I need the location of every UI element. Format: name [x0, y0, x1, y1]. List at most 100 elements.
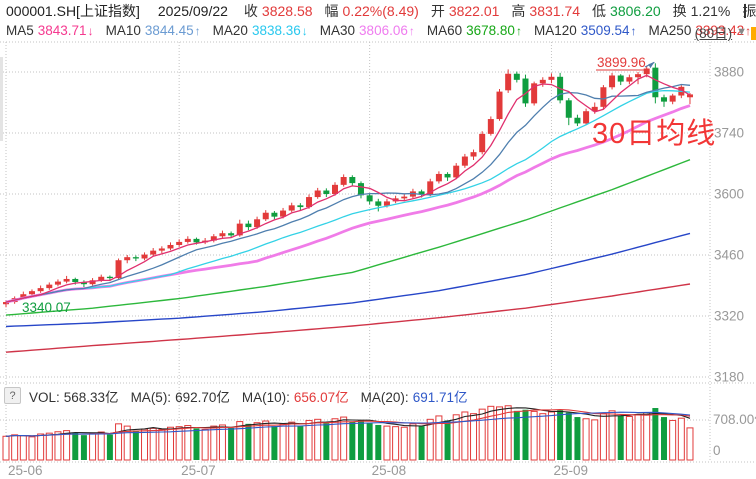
chevron-down-icon[interactable]: ▼: [736, 26, 747, 38]
vol-legend-item-value: 568.33亿: [63, 389, 119, 405]
ma-legend-item-label: MA250: [648, 22, 692, 38]
chart-annotations: 3340.07 3899.96: [22, 55, 655, 315]
ma-legend-item-label: MA20: [212, 22, 248, 38]
vol-legend-item-value: 691.71亿: [412, 389, 468, 405]
ma-legend-item-arrow-icon: ↑: [194, 23, 201, 38]
ma-legend-item-arrow-icon: ↓: [301, 23, 308, 38]
vol-legend-item: MA(10): 656.07亿: [242, 390, 349, 405]
quote-field-value: 3806.20: [610, 2, 661, 19]
period-selector[interactable]: (80日) ▼: [695, 22, 747, 42]
period-label[interactable]: (80日): [694, 26, 733, 41]
vol-legend-item: VOL: 568.33亿: [29, 390, 119, 405]
quote-field-value: 3828.58: [261, 2, 313, 19]
ma-legend: MA5 3843.71↓ MA10 3844.45↑ MA20 3838.36↓ MA30 3…: [6, 21, 756, 39]
svg-text:3600: 3600: [714, 187, 744, 202]
ma-legend-item-arrow-icon: ↑: [515, 23, 522, 38]
quote-field-value: 0.22%(8.49): [342, 2, 419, 19]
ma30-annotation: 30日均线: [592, 118, 717, 150]
ma-legend-item: MA250 3393.42↑: [649, 23, 752, 38]
svg-text:25-08: 25-08: [372, 463, 407, 478]
quote-field-label: 换: [672, 2, 687, 19]
peak-price-label: 3899.96: [597, 55, 646, 70]
svg-text:25-09: 25-09: [553, 463, 588, 478]
svg-text:708.00亿: 708.00亿: [713, 412, 756, 427]
ma-legend-item-label: MA5: [6, 22, 34, 38]
quote-field: 幅 0.22%(8.49): [325, 3, 419, 19]
ma-legend-item-value: 3806.06: [359, 22, 408, 38]
quote-header: 000001.SH[上证指数] 2025/09/22 收 3828.58 幅 0.22…: [6, 1, 756, 20]
symbol-name[interactable]: 000001.SH[上证指数]: [6, 2, 140, 19]
quote-field-value: 3831.74: [529, 2, 581, 19]
ma-legend-item-value: 3509.54: [580, 22, 630, 38]
date-axis-labels: 25-06 25-07 25-08 25-09: [8, 463, 588, 478]
volume-bars: [2, 405, 694, 461]
ma-legend-item: MA120 3509.54↑: [534, 23, 637, 38]
ma-legend-item-value: 3678.80: [466, 22, 515, 38]
ma-line-ma5: [5, 74, 691, 303]
ma-line-ma120: [5, 232, 691, 328]
quote-field-value: 3822.01: [448, 2, 500, 19]
ma-legend-item-arrow-icon: ↑: [408, 23, 415, 38]
svg-text:3320: 3320: [714, 309, 744, 324]
ma-legend-item: MA10 3844.45↑: [106, 23, 201, 38]
svg-text:3880: 3880: [714, 65, 744, 80]
vol-legend-item-value: 656.07亿: [293, 389, 349, 405]
vol-legend-item: MA(20): 691.71亿: [361, 390, 468, 405]
ma-legend-item: MA60 3678.80↑: [427, 23, 522, 38]
ma-legend-item-label: MA30: [319, 22, 356, 38]
svg-text:3460: 3460: [714, 248, 744, 263]
quote-field-label: 开: [430, 2, 445, 19]
svg-text:25-07: 25-07: [181, 463, 216, 478]
ma-legend-item-arrow-icon: ↑: [630, 23, 637, 38]
ma-legend-item-value: 3844.45: [144, 22, 194, 38]
svg-text:0: 0: [713, 443, 721, 458]
quote-field-label: 收: [243, 2, 258, 19]
ma-line-ma20: [5, 89, 691, 303]
ma-legend-item-label: MA60: [426, 22, 463, 38]
edge-orange-fragment: [751, 27, 756, 40]
ma-legend-item-label: MA10: [105, 22, 141, 38]
quote-field: 开 3822.01: [431, 3, 500, 19]
vol-legend-item: MA(5): 692.70亿: [131, 390, 230, 405]
svg-text:25-06: 25-06: [8, 463, 43, 478]
vol-legend-item-label: MA(20):: [360, 389, 409, 405]
quote-field-label: 低: [592, 2, 607, 19]
quote-field: 高 3831.74: [511, 3, 580, 19]
vol-legend-item-label: MA(10):: [241, 389, 290, 405]
quote-field-label: 幅: [324, 2, 339, 19]
ma-legend-items: MA5 3843.71↓ MA10 3844.45↑ MA20 3838.36↓ MA30 3…: [6, 23, 756, 38]
ma-legend-item-label: MA120: [533, 22, 577, 38]
ma-legend-item-value: 3838.36: [251, 22, 301, 38]
ma-legend-item: MA20 3838.36↓: [213, 23, 308, 38]
vol-volma20-line: [5, 411, 691, 437]
svg-text:3740: 3740: [714, 126, 744, 141]
quote-field: 收 3828.58: [244, 3, 313, 19]
quote-field-label: 高: [511, 2, 526, 19]
ma-legend-item: MA30 3806.06↑: [320, 23, 415, 38]
ma-lines: [5, 74, 691, 353]
quote-field: 换 1.21%: [673, 3, 731, 19]
candlesticks: [3, 63, 693, 308]
quote-date: 2025/09/22: [157, 2, 228, 19]
quote-field: 低 3806.20: [592, 3, 661, 19]
vol-legend-item-label: MA(5):: [130, 389, 172, 405]
vol-legend-item-label: VOL:: [29, 389, 60, 405]
vol-volma10-line: [5, 409, 691, 437]
left-scrollbar[interactable]: [0, 57, 3, 141]
price-axis-labels: 3880 3740 3600 3460 3320 3180 708.00亿 0: [713, 65, 756, 459]
ma-line-ma10: [5, 83, 691, 303]
ma-legend-item-arrow-icon: ↑: [745, 23, 752, 38]
vol-legend-item-value: 692.70亿: [175, 389, 230, 405]
ma-legend-item-value: 3843.71: [37, 22, 87, 38]
ma-line-ma60: [5, 159, 691, 316]
volume-legend: ? VOL: 568.33亿 MA(5): 692.70亿 MA(10): 656.07亿…: [4, 387, 479, 405]
ma-legend-item-arrow-icon: ↓: [87, 23, 94, 38]
ma-line-ma250: [5, 283, 691, 353]
quote-fields: 收 3828.58 幅 0.22%(8.49) 开 3822.01 高 3831.74 低 380…: [244, 1, 756, 21]
help-icon[interactable]: ?: [4, 387, 21, 404]
ma-legend-item-value: 3393.42: [695, 22, 745, 38]
quote-field-value: 1.21%: [690, 2, 731, 19]
svg-text:3180: 3180: [714, 370, 744, 385]
